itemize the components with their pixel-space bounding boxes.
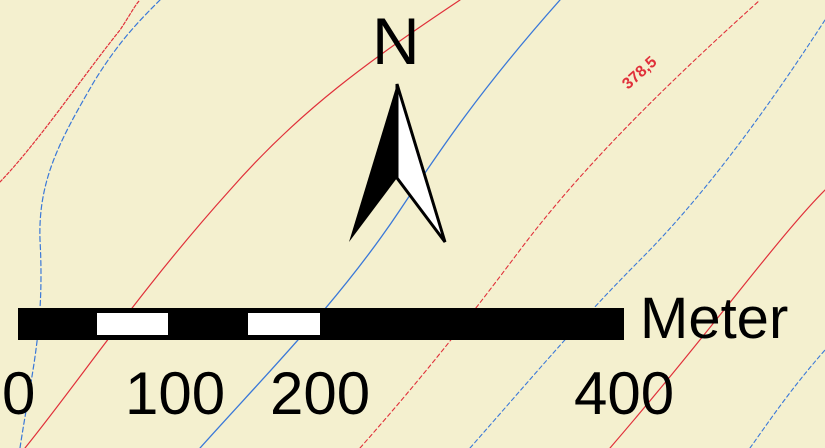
- contour-line-red: [609, 189, 825, 448]
- north-arrow-icon: [349, 83, 447, 243]
- north-arrow-right-half: [395, 83, 447, 243]
- scale-bar: [18, 308, 624, 340]
- contour-line-blue: [469, 19, 825, 448]
- north-arrow-left-half: [349, 84, 397, 242]
- contour-line-blue: [199, 0, 561, 448]
- scale-tick-label-0: 0: [2, 360, 36, 427]
- north-letter: N: [372, 4, 420, 78]
- contour-line-blue: [19, 0, 161, 448]
- scale-bar-segment-light: [248, 313, 320, 335]
- scale-tick-label-200: 200: [270, 360, 371, 427]
- contour-line-blue: [749, 349, 825, 448]
- contour-line-red: [0, 0, 141, 183]
- scale-bar-segment-light: [97, 313, 168, 335]
- contour-line-red: [24, 0, 461, 448]
- scale-unit-label: Meter: [640, 286, 789, 351]
- scale-tick-label-400: 400: [574, 360, 675, 427]
- scale-tick-label-100: 100: [125, 360, 226, 427]
- contour-line-red: [359, 0, 761, 448]
